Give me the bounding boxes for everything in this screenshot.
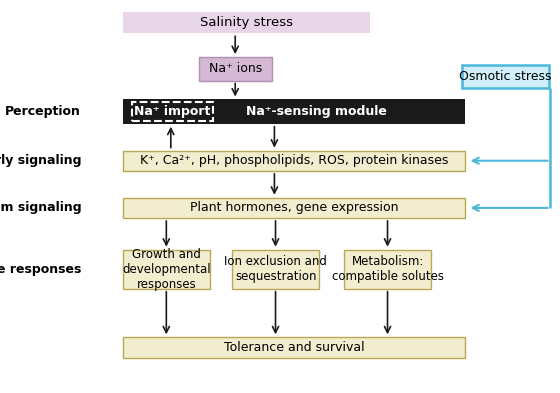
Text: Salinity stress: Salinity stress	[200, 16, 293, 29]
Text: Early signaling: Early signaling	[0, 154, 81, 167]
FancyBboxPatch shape	[123, 250, 210, 289]
Text: Perception: Perception	[6, 105, 81, 118]
Text: K⁺, Ca²⁺, pH, phospholipids, ROS, protein kinases: K⁺, Ca²⁺, pH, phospholipids, ROS, protei…	[140, 154, 448, 167]
Text: Metabolism:
compatible solutes: Metabolism: compatible solutes	[332, 255, 444, 283]
FancyBboxPatch shape	[462, 65, 549, 88]
FancyBboxPatch shape	[123, 99, 465, 124]
Text: Na⁺-sensing module: Na⁺-sensing module	[246, 105, 387, 118]
Text: Na⁺ import: Na⁺ import	[134, 105, 211, 118]
Text: Adaptive responses: Adaptive responses	[0, 263, 81, 276]
Text: Na⁺ ions: Na⁺ ions	[208, 62, 262, 75]
Text: Osmotic stress: Osmotic stress	[459, 70, 552, 83]
Text: Ion exclusion and
sequestration: Ion exclusion and sequestration	[225, 255, 327, 283]
FancyBboxPatch shape	[123, 12, 370, 33]
Text: Plant hormones, gene expression: Plant hormones, gene expression	[190, 201, 398, 215]
Text: Tolerance and survival: Tolerance and survival	[223, 341, 365, 354]
FancyBboxPatch shape	[232, 250, 319, 289]
FancyBboxPatch shape	[123, 337, 465, 358]
FancyBboxPatch shape	[123, 151, 465, 171]
FancyBboxPatch shape	[199, 57, 272, 81]
Text: Growth and
developmental
responses: Growth and developmental responses	[122, 248, 211, 291]
Text: Downstream signaling: Downstream signaling	[0, 201, 81, 215]
FancyBboxPatch shape	[344, 250, 431, 289]
FancyBboxPatch shape	[123, 198, 465, 218]
